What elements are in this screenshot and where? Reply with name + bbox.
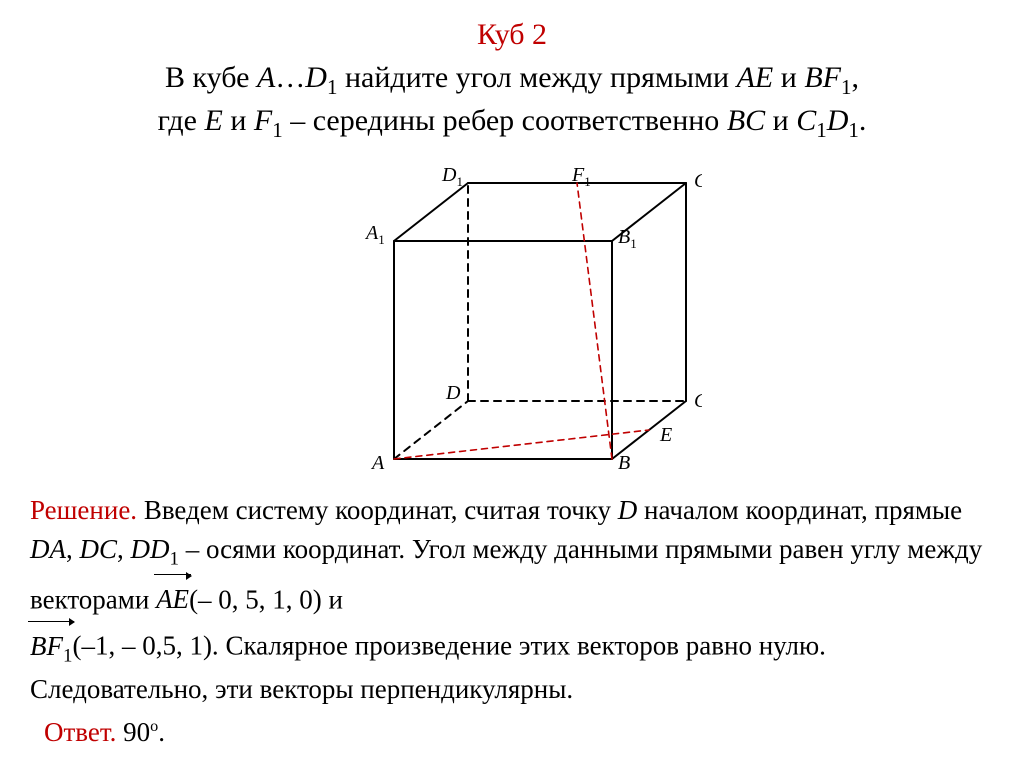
- t: и: [765, 104, 796, 137]
- t: BF: [30, 631, 63, 661]
- problem-text: В кубе A…D1 найдите угол между прямыми A…: [30, 58, 994, 145]
- svg-text:B1: B1: [618, 226, 637, 251]
- t: и: [773, 61, 804, 94]
- t: найдите угол между прямыми: [337, 61, 736, 94]
- t: 1: [170, 548, 179, 569]
- svg-text:F1: F1: [571, 164, 591, 189]
- t: BC: [727, 104, 765, 137]
- t: и: [322, 584, 343, 614]
- t: 1: [841, 75, 852, 99]
- svg-text:C1: C1: [694, 170, 702, 195]
- t: DA: [30, 534, 66, 564]
- t: В кубе: [165, 61, 257, 94]
- t: ,: [117, 534, 131, 564]
- t: .: [158, 717, 165, 747]
- t: D: [305, 61, 327, 94]
- svg-text:D: D: [445, 382, 461, 404]
- t: E: [204, 104, 222, 137]
- slide-title: Куб 2: [30, 18, 994, 52]
- t: 1: [327, 75, 338, 99]
- t: AE: [737, 61, 774, 94]
- svg-text:A: A: [370, 452, 385, 474]
- svg-text:E: E: [659, 424, 672, 446]
- t: …: [275, 61, 305, 94]
- t: F: [254, 104, 272, 137]
- t: D: [827, 104, 849, 137]
- t: 90: [116, 717, 150, 747]
- t: BF: [804, 61, 841, 94]
- t: 1: [272, 118, 283, 142]
- t: и: [223, 104, 254, 137]
- t: 1: [63, 645, 72, 666]
- solution-text: Решение. Введем систему координат, счита…: [30, 491, 994, 709]
- t: (–1, – 0,5, 1).: [72, 631, 218, 661]
- t: ,: [66, 534, 80, 564]
- t: DD: [131, 534, 170, 564]
- t: C: [796, 104, 816, 137]
- t: .: [859, 104, 867, 137]
- t: DC: [80, 534, 118, 564]
- svg-text:C: C: [694, 390, 702, 412]
- t: 1: [816, 118, 827, 142]
- t: A: [257, 61, 275, 94]
- svg-text:A1: A1: [364, 222, 385, 247]
- t: началом координат, прямые: [637, 495, 962, 525]
- t: – середины ребер соответственно: [283, 104, 727, 137]
- solution-label: Решение.: [30, 495, 137, 525]
- t: Введем систему координат, считая точку: [137, 495, 618, 525]
- t: (– 0, 5, 1, 0): [189, 584, 322, 614]
- t: где: [158, 104, 205, 137]
- answer-text: Ответ. 90o.: [44, 713, 994, 752]
- t: D: [618, 495, 638, 525]
- vector-AE: AE: [156, 573, 189, 620]
- t: ,: [851, 61, 859, 94]
- cube-diagram: A B C D A1 B1 C1 D1 E F1: [322, 159, 702, 479]
- svg-text:D1: D1: [441, 164, 463, 189]
- t: 1: [848, 118, 859, 142]
- vector-BF1: BF1: [30, 619, 72, 669]
- answer-label: Ответ.: [44, 717, 116, 747]
- svg-text:B: B: [618, 452, 630, 474]
